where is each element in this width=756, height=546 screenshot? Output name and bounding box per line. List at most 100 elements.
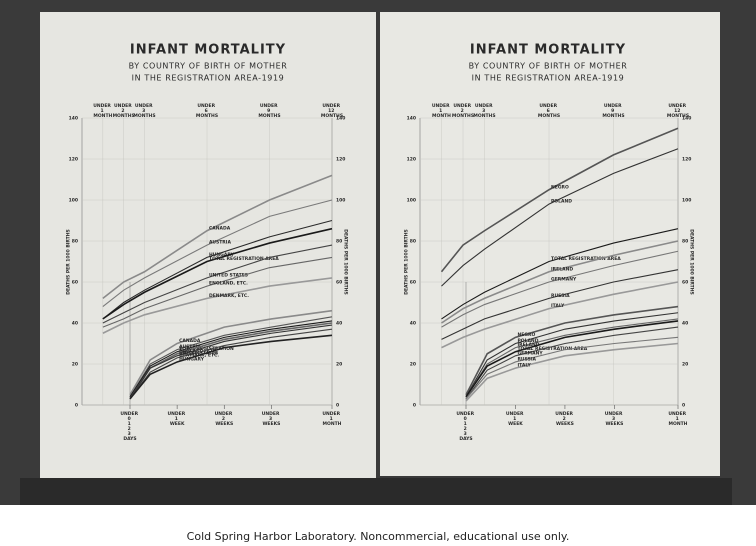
inset-x-tick-label: UNDER 0 1 2 3 DAYS bbox=[120, 411, 139, 442]
series-label: UNITED STATES bbox=[209, 272, 248, 278]
line bbox=[102, 199, 333, 308]
inset-line bbox=[129, 320, 333, 398]
inset-line bbox=[129, 334, 333, 400]
x-tick-label: UNDER 2 MONTHS bbox=[113, 103, 135, 119]
line bbox=[102, 227, 333, 320]
series-label: AUSTRIA bbox=[209, 240, 231, 246]
y-axis-title: DEATHS PER 1000 BIRTHS bbox=[66, 229, 72, 295]
caption-strip bbox=[0, 505, 756, 546]
series-label: ITALY bbox=[551, 303, 565, 309]
chart-title: INFANT MORTALITY bbox=[470, 43, 626, 58]
y-tick-label-right: 140 bbox=[336, 116, 345, 122]
series-label: POLAND bbox=[551, 199, 572, 205]
series-label: IRELAND bbox=[551, 266, 573, 272]
y-axis-title-right: DEATHS PER 1000 BIRTHS bbox=[689, 229, 695, 295]
series-label: ENGLAND, ETC. bbox=[209, 281, 248, 287]
series-label: IRELAND bbox=[517, 342, 539, 348]
y-tick-label: 0 bbox=[413, 403, 416, 409]
y-tick-label: 120 bbox=[69, 157, 78, 163]
series-label: DENMARK, ETC. bbox=[209, 293, 249, 299]
y-tick-label: 20 bbox=[72, 362, 78, 368]
y-tick-label-right: 80 bbox=[682, 239, 688, 245]
chart-subtitle: BY COUNTRY OF BIRTH OF MOTHER bbox=[129, 62, 288, 71]
inset-x-tick-label: UNDER 3 WEEKS bbox=[605, 411, 624, 427]
y-tick-label-right: 120 bbox=[682, 157, 691, 163]
line bbox=[440, 127, 679, 273]
x-tick-label: UNDER 12 MONTHS bbox=[321, 103, 343, 119]
y-tick-label: 120 bbox=[407, 157, 416, 163]
line bbox=[102, 219, 333, 320]
inset-line bbox=[465, 320, 679, 398]
x-tick-label: UNDER 2 MONTHS bbox=[452, 103, 474, 119]
chart-subtitle: IN THE REGISTRATION AREA-1919 bbox=[472, 74, 625, 83]
line bbox=[441, 148, 679, 287]
inset-x-tick-label: UNDER 2 WEEKS bbox=[215, 411, 234, 427]
series-label: POLAND bbox=[517, 338, 538, 344]
line bbox=[102, 244, 333, 324]
line bbox=[102, 277, 333, 334]
chart-title: INFANT MORTALITY bbox=[130, 43, 286, 58]
inset-line bbox=[465, 312, 679, 398]
y-tick-label-right: 80 bbox=[336, 239, 342, 245]
inset-line bbox=[129, 324, 333, 400]
inset-x-tick-label: UNDER 1 WEEK bbox=[168, 411, 187, 427]
series-label: UNITED STATES bbox=[179, 350, 218, 356]
series-label: RUSSIA bbox=[551, 293, 570, 299]
inset-line bbox=[129, 328, 333, 400]
line bbox=[441, 281, 679, 349]
x-tick-label: UNDER 12 MONTHS bbox=[667, 103, 689, 119]
line bbox=[441, 250, 679, 328]
inset-x-tick-label: UNDER 1 WEEK bbox=[506, 411, 525, 427]
y-tick-label-right: 20 bbox=[336, 362, 342, 368]
y-axis-title: DEATHS PER 1000 BIRTHS bbox=[404, 229, 410, 295]
x-tick-label: UNDER 3 MONTHS bbox=[473, 103, 495, 119]
inset-x-tick-label: UNDER 1 MONTH bbox=[322, 411, 341, 427]
y-tick-label-right: 20 bbox=[682, 362, 688, 368]
y-tick-label: 140 bbox=[69, 116, 78, 122]
series-label: TOTAL REGISTRATION AREA bbox=[517, 346, 587, 352]
y-tick-label-right: 0 bbox=[682, 403, 685, 409]
inset-x-tick-label: UNDER 1 MONTH bbox=[668, 411, 687, 427]
y-tick-label-right: 40 bbox=[336, 321, 342, 327]
line bbox=[441, 228, 679, 320]
x-tick-label: UNDER 1 MONTH bbox=[93, 103, 112, 119]
series-label: CANADA bbox=[179, 338, 201, 344]
line bbox=[441, 269, 679, 340]
y-tick-label-right: 60 bbox=[682, 280, 688, 286]
y-tick-label-right: 100 bbox=[336, 198, 345, 204]
line bbox=[102, 256, 333, 328]
series-label: HUNGARY bbox=[179, 356, 205, 362]
y-tick-label-right: 60 bbox=[336, 280, 342, 286]
inset-x-tick-label: UNDER 3 WEEKS bbox=[262, 411, 281, 427]
series-label: RUSSIA bbox=[517, 356, 536, 362]
y-tick-label: 0 bbox=[75, 403, 78, 409]
y-tick-label: 40 bbox=[410, 321, 416, 327]
inset-line bbox=[129, 309, 333, 396]
x-tick-label: UNDER 1 MONTH bbox=[432, 103, 451, 119]
y-axis-title-right: DEATHS PER 1000 BIRTHS bbox=[343, 229, 349, 295]
line bbox=[102, 174, 333, 300]
y-tick-label: 100 bbox=[407, 198, 416, 204]
inset-line bbox=[129, 316, 333, 398]
inset-line bbox=[465, 342, 679, 402]
x-tick-label: UNDER 9 MONTHS bbox=[602, 103, 624, 119]
y-tick-label-right: 0 bbox=[336, 403, 339, 409]
inset-line bbox=[465, 318, 679, 398]
y-tick-label: 60 bbox=[72, 280, 78, 286]
x-tick-label: UNDER 6 MONTHS bbox=[538, 103, 560, 119]
series-label: CANADA bbox=[209, 225, 231, 231]
x-tick-label: UNDER 3 MONTHS bbox=[133, 103, 155, 119]
y-tick-label-right: 140 bbox=[682, 116, 691, 122]
y-tick-label: 140 bbox=[407, 116, 416, 122]
series-label: GERMANY bbox=[551, 277, 577, 283]
y-tick-label-right: 100 bbox=[682, 198, 691, 204]
y-tick-label: 40 bbox=[72, 321, 78, 327]
inset-x-tick-label: UNDER 2 WEEKS bbox=[555, 411, 574, 427]
chart-subtitle: BY COUNTRY OF BIRTH OF MOTHER bbox=[469, 62, 628, 71]
series-label: ENGLAND, ETC. bbox=[179, 348, 218, 354]
y-tick-label: 100 bbox=[69, 198, 78, 204]
series-label: GERMANY bbox=[517, 350, 543, 356]
inset-line bbox=[465, 326, 679, 400]
footer: Cold Spring Harbor Laboratory. Noncommer… bbox=[187, 530, 570, 543]
